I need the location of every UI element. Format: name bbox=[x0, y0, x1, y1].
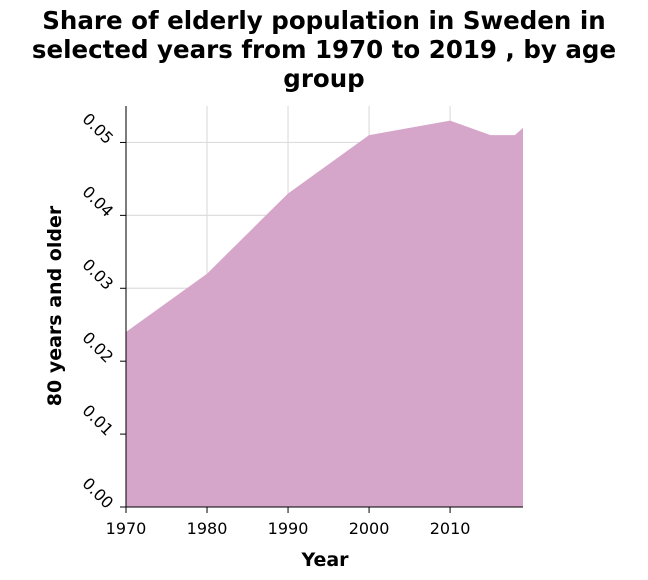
y-axis-title: 80 years and older bbox=[44, 205, 66, 406]
chart-title-line-3: group bbox=[283, 64, 365, 93]
axes bbox=[125, 106, 523, 508]
y-tick-label: 0.05 bbox=[79, 109, 118, 148]
x-tick-label: 1980 bbox=[187, 519, 228, 538]
y-axis-ticks: 0.00 0.01 0.02 0.03 0.04 0.05 bbox=[79, 109, 126, 512]
y-tick-label: 0.03 bbox=[79, 255, 118, 294]
chart-title-line-1: Share of elderly population in Sweden in bbox=[42, 6, 606, 35]
x-axis-ticks: 1970 1980 1990 2000 2010 bbox=[106, 507, 471, 538]
y-tick-label: 0.04 bbox=[79, 182, 118, 221]
area-series bbox=[126, 120, 523, 507]
x-tick-label: 1970 bbox=[106, 519, 147, 538]
y-tick-label: 0.01 bbox=[79, 401, 118, 440]
x-axis-title: Year bbox=[300, 549, 349, 571]
area-fill bbox=[126, 120, 523, 507]
x-tick-label: 2010 bbox=[430, 519, 471, 538]
x-tick-label: 2000 bbox=[349, 519, 390, 538]
y-tick-label: 0.00 bbox=[79, 474, 118, 513]
y-tick-label: 0.02 bbox=[79, 328, 118, 367]
chart-title: Share of elderly population in Sweden in… bbox=[0, 6, 648, 93]
x-tick-label: 1990 bbox=[268, 519, 309, 538]
chart-title-line-2: selected years from 1970 to 2019 , by ag… bbox=[31, 35, 617, 64]
